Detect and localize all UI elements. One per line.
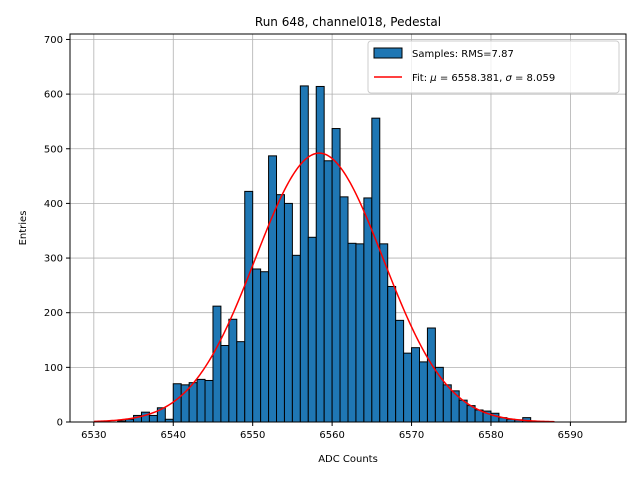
y-tick-label: 600	[44, 90, 63, 101]
y-tick-label: 500	[44, 144, 63, 155]
legend-histogram-label: Samples: RMS=7.87	[412, 49, 514, 60]
histogram-bar	[323, 160, 333, 423]
histogram-bar	[291, 254, 301, 423]
histogram-bar	[395, 319, 405, 423]
x-tick-label: 6550	[240, 430, 265, 441]
x-axis-title: ADC Counts	[318, 454, 378, 465]
histogram-bar	[244, 190, 254, 423]
histogram-bar	[204, 379, 214, 423]
y-tick-label: 200	[44, 308, 63, 319]
histogram-bar	[403, 352, 413, 423]
histogram-bar	[188, 382, 198, 423]
histogram-bar	[331, 128, 341, 423]
histogram-bar	[411, 347, 420, 423]
histogram-bar	[339, 196, 349, 423]
histogram-bar	[276, 194, 285, 423]
histogram-bar	[299, 85, 309, 423]
fit-curve-group	[93, 152, 555, 423]
histogram-bar	[418, 361, 428, 423]
histogram-bar	[236, 341, 246, 423]
histogram-bar	[172, 383, 182, 423]
legend-box	[367, 40, 620, 94]
histogram-bar	[283, 202, 293, 423]
histogram-bar	[315, 85, 325, 423]
histogram-bar	[212, 305, 222, 423]
legend-fit-mid: = 6558.381,	[437, 73, 506, 84]
y-axis-ticks: 0 100 200 300 400 500 600 700	[44, 35, 70, 429]
y-tick-label: 300	[44, 254, 63, 265]
histogram-bar	[387, 285, 397, 423]
x-tick-label: 6570	[399, 430, 424, 441]
histogram-bar	[220, 344, 230, 423]
histogram-bar	[379, 243, 389, 423]
histogram-bar	[228, 318, 238, 423]
histogram-bar	[355, 243, 365, 423]
legend-fit-label: Fit: μ = 6558.381, σ = 8.059	[412, 73, 555, 84]
histogram-bar	[347, 242, 357, 423]
legend-fit-suffix: = 8.059	[512, 73, 555, 84]
histogram-bar	[268, 155, 278, 423]
histogram-bar	[260, 271, 270, 423]
histogram-bars	[117, 85, 532, 423]
y-tick-label: 0	[57, 418, 63, 429]
x-tick-label: 6580	[478, 430, 503, 441]
x-tick-label: 6530	[81, 430, 106, 441]
histogram-bar	[426, 327, 436, 423]
histogram-bar	[371, 117, 381, 423]
x-tick-label: 6560	[319, 430, 344, 441]
legend-fit-sigma-symbol: σ	[505, 73, 512, 84]
y-tick-label: 400	[44, 199, 63, 210]
y-tick-label: 100	[44, 363, 63, 374]
legend-fit-prefix: Fit:	[412, 73, 430, 84]
histogram-bar	[180, 384, 190, 423]
histogram-bar	[363, 197, 373, 423]
x-tick-label: 6540	[161, 430, 186, 441]
legend: Samples: RMS=7.87 Fit: μ = 6558.381, σ =…	[367, 40, 620, 94]
grid-lines	[70, 34, 626, 423]
x-tick-label: 6590	[558, 430, 583, 441]
y-tick-label: 700	[44, 35, 63, 46]
histogram-bar	[148, 414, 158, 423]
legend-fit-mu-symbol: μ	[429, 73, 436, 84]
legend-histogram-swatch	[373, 47, 403, 59]
plot-frame	[69, 33, 627, 423]
histogram-bar	[252, 268, 262, 423]
histogram-bar	[307, 236, 317, 423]
x-axis-ticks: 6530 6540 6550 6560 6570 6580 6590	[81, 422, 583, 441]
histogram-bar	[442, 384, 452, 423]
chart-title: Run 648, channel018, Pedestal	[255, 15, 441, 29]
fit-curve	[93, 152, 555, 423]
y-axis-title: Entries	[18, 211, 29, 246]
histogram-bar	[196, 378, 206, 423]
